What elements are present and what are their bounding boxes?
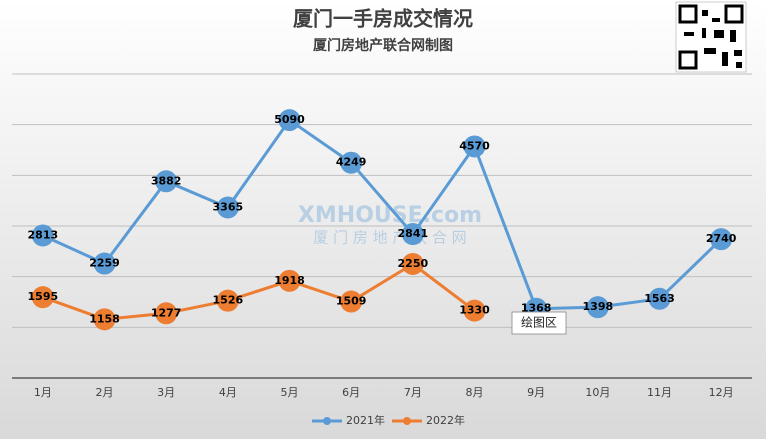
marker (586, 296, 609, 319)
marker (710, 228, 733, 251)
data-label: 1509 (336, 295, 367, 308)
marker (216, 289, 239, 312)
data-label: 2813 (28, 228, 59, 241)
legend-label: 2022年 (426, 413, 465, 427)
x-tick-label: 6月 (342, 386, 360, 399)
watermark-sub: 厦 门 房 地 产 联 合 网 (313, 229, 466, 247)
marker (340, 151, 363, 174)
data-label: 1368 (521, 302, 552, 315)
data-label: 1330 (459, 304, 490, 317)
data-label: 3882 (151, 174, 182, 187)
marker (93, 308, 116, 331)
data-label: 2259 (89, 257, 120, 270)
marker (93, 252, 116, 275)
data-label: 1158 (89, 312, 120, 325)
marker (216, 196, 239, 219)
marker (463, 135, 486, 158)
data-label: 1918 (274, 274, 305, 287)
marker (401, 223, 424, 246)
x-tick-label: 9月 (527, 386, 545, 399)
legend-marker (403, 417, 411, 425)
marker (648, 287, 671, 310)
legend-marker (323, 417, 331, 425)
data-label: 2841 (398, 227, 429, 240)
data-label: 4249 (336, 156, 367, 169)
marker (401, 253, 424, 275)
x-tick-label: 7月 (404, 386, 422, 399)
marker (31, 286, 54, 309)
legend-label: 2021年 (346, 413, 385, 427)
marker (155, 170, 178, 193)
data-label: 4570 (459, 139, 490, 152)
x-tick-label: 3月 (157, 386, 175, 399)
data-label: 1277 (151, 306, 182, 319)
x-tick-label: 1月 (34, 386, 52, 399)
x-tick-label: 10月 (585, 386, 610, 399)
tooltip-text: 绘图区 (521, 315, 557, 330)
x-tick-label: 11月 (647, 386, 672, 399)
data-label: 1595 (28, 290, 59, 303)
data-label: 3365 (213, 201, 244, 214)
x-tick-label: 4月 (219, 386, 237, 399)
data-label: 1563 (644, 292, 675, 305)
marker (155, 302, 178, 325)
marker (278, 269, 301, 292)
data-label: 1398 (583, 300, 614, 313)
data-label: 1526 (213, 294, 244, 307)
data-label: 5090 (274, 113, 305, 126)
chart-subtitle: 厦门房地产联合网制图 (313, 37, 453, 54)
data-label: 2740 (706, 232, 737, 245)
data-label: 2250 (398, 257, 429, 270)
marker (31, 224, 54, 247)
chart-title: 厦门一手房成交情况 (293, 7, 473, 31)
qr-code (675, 1, 747, 73)
tooltip: 绘图区 (511, 311, 567, 335)
x-tick-label: 5月 (281, 386, 299, 399)
marker (278, 109, 301, 132)
x-tick-label: 2月 (96, 386, 114, 399)
marker (340, 290, 363, 313)
marker (463, 299, 486, 322)
x-tick-label: 8月 (466, 386, 484, 399)
x-tick-label: 12月 (709, 386, 734, 399)
